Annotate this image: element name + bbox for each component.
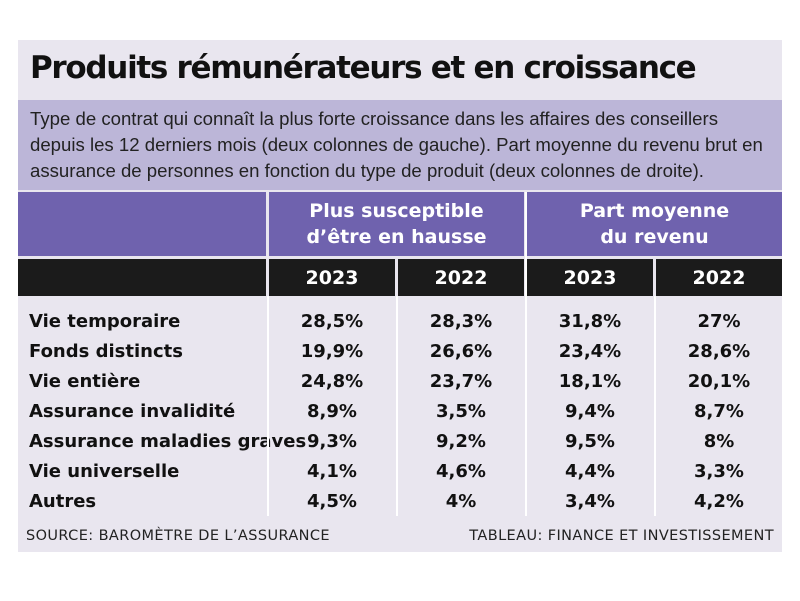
column-divider	[525, 192, 527, 516]
year-bar-2	[398, 259, 524, 296]
value-cell: 4%	[445, 490, 477, 512]
column-divider	[654, 296, 656, 516]
row-label: Vie entière	[29, 370, 141, 392]
value-cell: 4,5%	[307, 490, 357, 512]
value-cell: 8,9%	[307, 400, 357, 422]
value-cell: 8,7%	[694, 400, 744, 422]
table-card: Produits rémunérateurs et en croissance …	[18, 40, 782, 552]
header-group-1-label: Plus susceptible d’être en hausse	[306, 200, 487, 248]
value-cell: 3,3%	[694, 460, 744, 482]
table-subtitle: Type de contrat qui connaît la plus fort…	[18, 100, 782, 190]
value-cell: 4,1%	[307, 460, 357, 482]
value-cell: 27%	[697, 310, 741, 332]
table-row: Vie universelle 4,1% 4,6% 4,4% 3,3%	[18, 456, 782, 486]
column-divider	[396, 296, 398, 516]
year-label: 2022	[692, 266, 746, 289]
year-bar-4	[656, 259, 782, 296]
value-cell: 3,4%	[565, 490, 615, 512]
value-cell: 9,5%	[565, 430, 615, 452]
year-label: 2023	[563, 266, 617, 289]
value-cell: 24,8%	[300, 370, 364, 392]
row-label: Vie temporaire	[29, 310, 181, 332]
table-row: Autres 4,5% 4% 3,4% 4,2%	[18, 486, 782, 516]
value-cell: 20,1%	[687, 370, 751, 392]
row-label: Assurance invalidité	[29, 400, 236, 422]
table-row: Vie entière 24,8% 23,7% 18,1% 20,1%	[18, 366, 782, 396]
value-cell: 31,8%	[558, 310, 622, 332]
value-cell: 8%	[703, 430, 735, 452]
column-divider	[267, 296, 269, 516]
header-blank	[18, 192, 266, 256]
row-label: Assurance maladies graves	[29, 430, 307, 452]
row-label: Fonds distincts	[29, 340, 183, 362]
value-cell: 9,3%	[307, 430, 357, 452]
value-cell: 23,7%	[429, 370, 493, 392]
year-label: 2022	[434, 266, 488, 289]
table-row: Fonds distincts 19,9% 26,6% 23,4% 28,6%	[18, 336, 782, 366]
value-cell: 19,9%	[300, 340, 364, 362]
value-cell: 3,5%	[436, 400, 486, 422]
value-cell: 4,4%	[565, 460, 615, 482]
value-cell: 23,4%	[558, 340, 622, 362]
header-group-2-label: Part moyenne du revenu	[579, 200, 730, 248]
value-cell: 28,5%	[300, 310, 364, 332]
row-label: Autres	[29, 490, 97, 512]
value-cell: 9,2%	[436, 430, 486, 452]
table-row: Assurance maladies graves 9,3% 9,2% 9,5% 8%	[18, 426, 782, 456]
table-row: Assurance invalidité 8,9% 3,5% 9,4% 8,7%	[18, 396, 782, 426]
credit-note: TABLEAU: FINANCE ET INVESTISSEMENT	[469, 528, 774, 544]
value-cell: 26,6%	[429, 340, 493, 362]
year-label: 2023	[305, 266, 359, 289]
header-group-2-bg	[527, 192, 782, 256]
table-row: Vie temporaire 28,5% 28,3% 31,8% 27%	[18, 306, 782, 336]
value-cell: 4,6%	[436, 460, 486, 482]
header-group-1-bg	[269, 192, 524, 256]
source-note: SOURCE: BAROMÈTRE DE L’ASSURANCE	[26, 528, 330, 544]
year-bar-3	[527, 259, 653, 296]
value-cell: 18,1%	[558, 370, 622, 392]
value-cell: 28,6%	[687, 340, 751, 362]
year-bar-1	[269, 259, 395, 296]
year-bar-blank	[18, 259, 266, 296]
value-cell: 4,2%	[694, 490, 744, 512]
value-cell: 9,4%	[565, 400, 615, 422]
value-cell: 28,3%	[429, 310, 493, 332]
row-label: Vie universelle	[29, 460, 180, 482]
table-title: Produits rémunérateurs et en croissance	[30, 50, 697, 86]
